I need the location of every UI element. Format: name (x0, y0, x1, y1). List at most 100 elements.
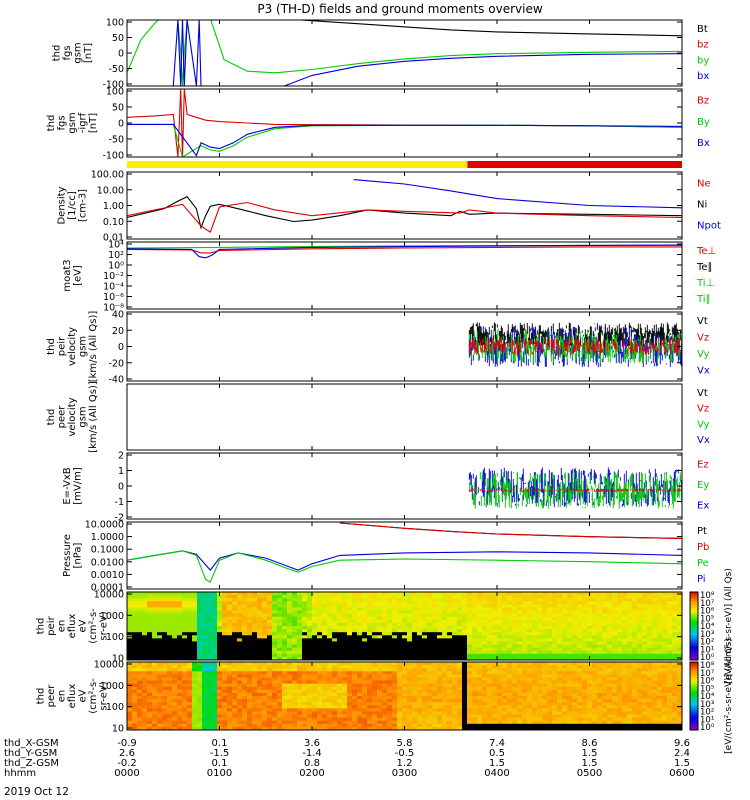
spectrogram-cell (212, 644, 218, 649)
spectrogram-cell (132, 683, 138, 688)
spectrogram-cell (437, 601, 443, 605)
spectrogram-cell (167, 638, 173, 643)
spectrogram-cell (532, 656, 538, 660)
spectrogram-cell (562, 610, 568, 615)
spectrogram-cell (597, 696, 603, 700)
spectrogram-cell (582, 592, 588, 596)
spectrogram-cell (582, 689, 588, 694)
spectrogram-cell (417, 699, 423, 703)
spectrogram-cell (632, 653, 638, 658)
spectrogram-cell (592, 662, 598, 666)
spectrogram-cell (317, 705, 323, 709)
spectrogram-cell (417, 641, 423, 646)
spectrogram-cell (537, 699, 543, 703)
spectrogram-cell (512, 720, 518, 725)
spectrogram-cell (322, 610, 328, 615)
spectrogram-cell (297, 610, 303, 615)
spectrogram-cell (347, 677, 353, 682)
spectrogram-cell (567, 680, 573, 685)
spectrogram-cell (342, 604, 348, 609)
spectrogram-cell (232, 680, 238, 685)
spectrogram-cell (672, 598, 678, 602)
spectrogram-cell (362, 680, 368, 685)
spectrogram-cell (202, 726, 208, 730)
spectrogram-cell (162, 692, 168, 697)
spectrogram-cell (182, 726, 188, 730)
spectrogram-cell (452, 656, 458, 660)
spectrogram-cell (482, 619, 488, 624)
spectrogram-cell (442, 662, 448, 666)
spectrogram-cell (262, 668, 268, 672)
spectrogram-cell (212, 629, 218, 633)
spectrogram-cell (222, 635, 228, 639)
spectrogram-cell (347, 592, 353, 596)
y-axis-label-line: velocity (67, 397, 78, 436)
spectrogram-cell (137, 641, 143, 646)
spectrogram-cell (482, 705, 488, 709)
spectrogram-cell (542, 644, 548, 649)
spectrogram-cell (237, 711, 243, 716)
spectrogram-cell (502, 723, 508, 728)
spectrogram-cell (322, 714, 328, 719)
spectrogram-cell (562, 647, 568, 652)
spectrogram-cell (187, 619, 193, 624)
spectrogram-cell (142, 607, 148, 612)
spectrogram-cell (607, 699, 613, 703)
spectrogram-cell (142, 644, 148, 649)
spectrogram-cell (232, 717, 238, 722)
spectrogram-cell (422, 644, 428, 649)
spectrogram-cell (437, 632, 443, 636)
spectrogram-cell (307, 711, 313, 716)
spectrogram-cell (477, 607, 483, 612)
spectrogram-cell (592, 677, 598, 682)
spectrogram-cell (307, 714, 313, 719)
spectrogram-cell (387, 717, 393, 722)
spectrogram-cell (617, 619, 623, 624)
spectrogram-cell (152, 641, 158, 646)
series-line (127, 244, 682, 259)
spectrogram-cell (537, 674, 543, 679)
spectrogram-cell (642, 632, 648, 636)
spectrogram-cell (612, 629, 618, 633)
spectrogram-cell (667, 632, 673, 636)
spectrogram-cell (222, 592, 228, 596)
spectrogram-cell (547, 720, 553, 725)
spectrogram-cell (602, 607, 608, 612)
spectrogram-cell (537, 665, 543, 669)
spectrogram-cell (522, 674, 528, 679)
spectrogram-cell (437, 610, 443, 615)
spectrogram-cell (517, 708, 523, 713)
spectrogram-cell (467, 601, 473, 605)
spectrogram-cell (292, 647, 298, 652)
spectrogram-cell (202, 674, 208, 679)
spectrogram-cell (137, 689, 143, 694)
spectrogram-cell (477, 726, 483, 730)
spectrogram-cell (557, 723, 563, 728)
spectrogram-cell (317, 726, 323, 730)
spectrogram-cell (402, 714, 408, 719)
spectrogram-cell (287, 610, 293, 615)
spectrogram-cell (512, 656, 518, 660)
spectrogram-cell (547, 699, 553, 703)
spectrogram-cell (597, 680, 603, 685)
spectrogram-cell (327, 708, 333, 713)
spectrogram-cell (162, 592, 168, 596)
spectrogram-cell (277, 662, 283, 666)
spectrogram-cell (217, 705, 223, 709)
y-tick-label: 0.1000 (91, 545, 124, 556)
spectrogram-cell (327, 626, 333, 630)
spectrogram-cell (337, 629, 343, 633)
spectrogram-cell (552, 601, 558, 605)
spectrogram-cell (522, 656, 528, 660)
spectrogram-cell (217, 629, 223, 633)
spectrogram-cell (607, 619, 613, 624)
spectrogram-cell (592, 668, 598, 672)
spectrogram-cell (467, 619, 473, 624)
spectrogram-cell (207, 692, 213, 697)
spectrogram-cell (152, 680, 158, 685)
spectrogram-cell (327, 720, 333, 725)
spectrogram-cell (197, 683, 203, 688)
spectrogram-cell (227, 653, 233, 658)
spectrogram-cell (647, 638, 653, 643)
